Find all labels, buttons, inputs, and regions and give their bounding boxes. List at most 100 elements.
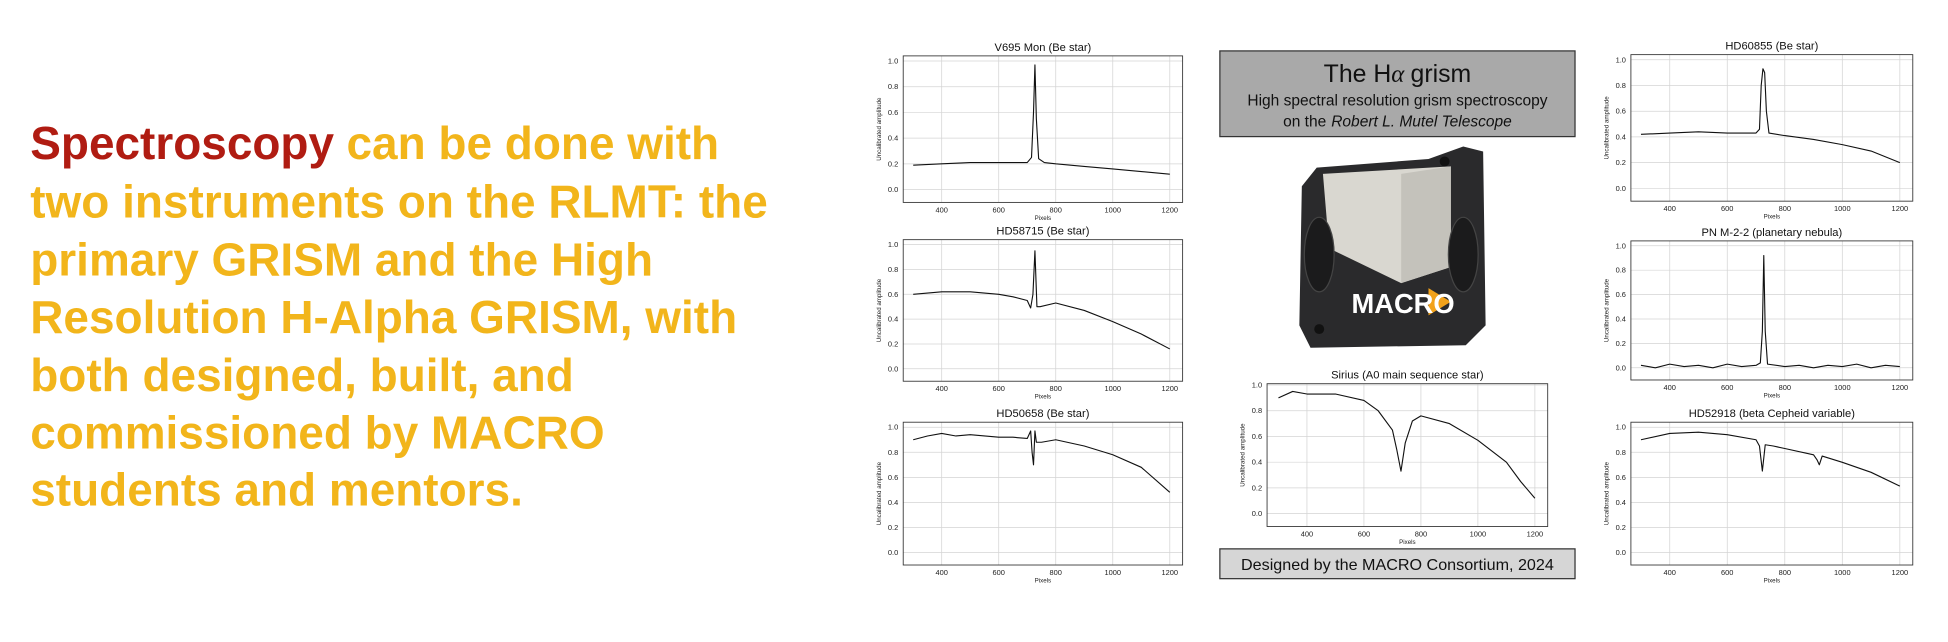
panel-title: The Hα grism <box>1324 61 1472 88</box>
y-tick-label: 0.4 <box>1616 314 1626 323</box>
y-tick-label: 0.8 <box>888 82 898 91</box>
chart-title: HD50658 (Be star) <box>996 408 1089 420</box>
x-axis-label: Pixels <box>1399 539 1416 546</box>
y-tick-label: 0.6 <box>888 108 898 117</box>
x-tick-label: 1200 <box>1527 529 1544 538</box>
x-axis-label: Pixels <box>1764 392 1781 399</box>
subtitle-part: on the <box>1283 114 1326 131</box>
body-text: two instruments on the RLMT: the <box>30 175 768 227</box>
x-tick-label: 400 <box>1301 529 1313 538</box>
x-tick-label: 1200 <box>1162 568 1179 577</box>
plot-frame <box>1630 54 1914 202</box>
y-tick-label: 0.2 <box>1252 483 1262 492</box>
subtitle-part: Robert L. Mutel Telescope <box>1331 114 1512 131</box>
plot-frame <box>1266 383 1549 527</box>
title-part: α <box>1391 61 1405 88</box>
x-tick-label: 400 <box>935 568 947 577</box>
y-axis-label: Uncalibrated amplitude <box>1604 278 1611 342</box>
chart-title: HD58715 (Be star) <box>996 226 1089 238</box>
x-tick-label: 800 <box>1050 568 1062 577</box>
chart: 400 600 800 1000 1200 0.0 0.2 0.4 0.6 0.8 1.0 HD506… <box>876 408 1184 584</box>
y-tick-label: 1.0 <box>888 57 898 66</box>
spectrum-line <box>1640 254 1900 369</box>
plot-frame <box>902 239 1184 382</box>
y-tick-label: 0.6 <box>1616 290 1626 299</box>
x-tick-label: 600 <box>1721 383 1733 392</box>
y-tick-label: 0.2 <box>888 159 898 168</box>
x-tick-label: 1000 <box>1834 568 1851 577</box>
y-tick-label: 0.8 <box>888 448 898 457</box>
x-tick-label: 400 <box>1664 204 1676 213</box>
chart: 400 600 800 1000 1200 0.0 0.2 0.4 0.6 0.8 1.0 HD529… <box>1604 408 1914 584</box>
y-tick-label: 0.2 <box>1616 523 1626 532</box>
y-tick-label: 0.0 <box>1616 184 1626 193</box>
x-tick-label: 400 <box>1664 568 1676 577</box>
panel-subtitle: on the Robert L. Mutel Telescope <box>1283 114 1512 131</box>
y-tick-label: 0.4 <box>1252 458 1262 467</box>
y-tick-label: 0.0 <box>888 364 898 373</box>
x-tick-label: 1000 <box>1834 383 1851 392</box>
spectrum-line <box>1640 431 1901 487</box>
x-tick-label: 600 <box>1721 204 1733 213</box>
x-axis-label: Pixels <box>1035 394 1052 401</box>
device-label: MACRO <box>1352 288 1455 319</box>
y-tick-label: 1.0 <box>1616 55 1626 64</box>
chart-title: HD60855 (Be star) <box>1725 41 1818 53</box>
x-tick-label: 600 <box>1358 529 1370 538</box>
title-part: grism <box>1411 61 1472 88</box>
chart-title: V695 Mon (Be star) <box>995 42 1092 54</box>
y-tick-label: 0.8 <box>1616 266 1626 275</box>
y-axis-label: Uncalibrated amplitude <box>1604 461 1611 525</box>
chart: 400 600 800 1000 1200 0.0 0.2 0.4 0.6 0.8 1.0 Siriu… <box>1240 370 1549 546</box>
y-tick-label: 0.0 <box>888 548 898 557</box>
chart: 400 600 800 1000 1200 0.0 0.2 0.4 0.6 0.8 1.0 PN M-… <box>1604 227 1914 399</box>
x-tick-label: 1200 <box>1892 383 1909 392</box>
y-tick-label: 0.6 <box>1616 107 1626 116</box>
plot-frame <box>902 55 1184 203</box>
chart: 400 600 800 1000 1200 0.0 0.2 0.4 0.6 0.8 1.0 HD608… <box>1604 41 1914 221</box>
y-tick-label: 0.4 <box>888 134 898 143</box>
body-text: students and mentors. <box>30 463 523 515</box>
x-tick-label: 1000 <box>1104 205 1121 214</box>
spectrum-line <box>1640 68 1901 164</box>
y-tick-label: 0.4 <box>1616 132 1626 141</box>
x-tick-label: 1000 <box>1104 384 1121 393</box>
body-text: Resolution H-Alpha GRISM, with <box>30 291 737 343</box>
chart-title: PN M-2-2 (planetary nebula) <box>1701 227 1842 239</box>
y-tick-label: 0.8 <box>888 265 898 274</box>
x-tick-label: 800 <box>1779 383 1791 392</box>
spectrum-line <box>913 250 1171 350</box>
y-axis-label: Uncalibrated amplitude <box>876 461 883 525</box>
grism-photo: MACRO <box>1299 146 1486 348</box>
plot-frame <box>902 421 1184 566</box>
plot-frame <box>1630 240 1914 381</box>
x-tick-label: 800 <box>1050 205 1062 214</box>
x-tick-label: 1000 <box>1470 529 1487 538</box>
y-tick-label: 0.2 <box>1616 339 1626 348</box>
x-tick-label: 800 <box>1779 204 1791 213</box>
plot-frame <box>1630 421 1914 566</box>
y-tick-label: 1.0 <box>1252 380 1262 389</box>
x-tick-label: 1200 <box>1892 568 1909 577</box>
y-tick-label: 0.2 <box>888 523 898 532</box>
y-tick-label: 1.0 <box>1616 423 1626 432</box>
y-tick-label: 1.0 <box>1616 241 1626 250</box>
y-tick-label: 0.6 <box>1252 432 1262 441</box>
title-part: The H <box>1324 61 1392 88</box>
footer-box <box>1219 548 1576 580</box>
x-axis-label: Pixels <box>1035 577 1052 584</box>
y-axis-label: Uncalibrated amplitude <box>876 278 883 342</box>
spectrum-line <box>1278 390 1536 499</box>
y-tick-label: 0.0 <box>1252 509 1262 518</box>
y-tick-label: 0.6 <box>888 290 898 299</box>
panel-box <box>1219 50 1576 138</box>
x-tick-label: 1000 <box>1104 568 1121 577</box>
x-axis-label: Pixels <box>1764 577 1781 584</box>
spectrum-line <box>913 64 1170 175</box>
y-tick-label: 0.8 <box>1252 406 1262 415</box>
body-text: can be done with <box>346 117 719 169</box>
chart-title: Sirius (A0 main sequence star) <box>1331 370 1484 382</box>
x-axis-label: Pixels <box>1035 215 1052 222</box>
y-tick-label: 0.2 <box>1616 158 1626 167</box>
x-tick-label: 800 <box>1415 529 1427 538</box>
